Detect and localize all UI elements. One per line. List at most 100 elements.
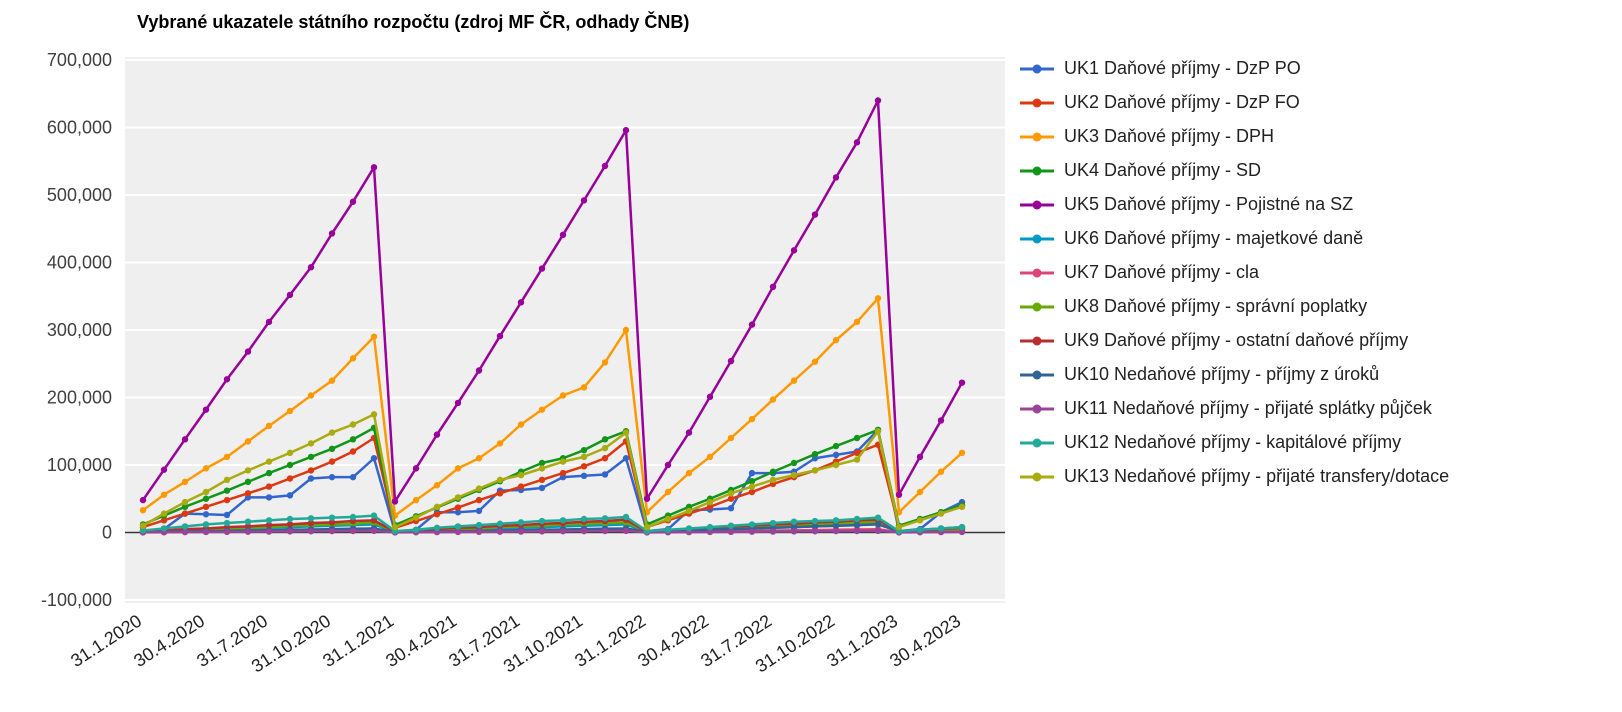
legend-label: UK8 Daňové příjmy - správní poplatky bbox=[1064, 296, 1368, 316]
data-point bbox=[496, 332, 504, 340]
data-point bbox=[307, 475, 315, 482]
data-point bbox=[517, 421, 525, 428]
legend-item: UK1 Daňové příjmy - DzP PO bbox=[1020, 58, 1449, 79]
data-point bbox=[832, 442, 840, 450]
data-point bbox=[391, 523, 399, 531]
data-point bbox=[958, 449, 966, 457]
data-point bbox=[580, 527, 588, 535]
data-point bbox=[874, 521, 882, 528]
data-point bbox=[223, 528, 231, 536]
legend-marker-icon bbox=[1020, 370, 1054, 379]
data-point bbox=[580, 515, 588, 523]
data-point bbox=[790, 528, 798, 535]
data-point bbox=[664, 488, 672, 496]
data-point bbox=[139, 527, 147, 534]
y-tick-label: 300,000 bbox=[47, 320, 112, 340]
data-point bbox=[265, 422, 273, 430]
data-point bbox=[412, 514, 420, 521]
data-point bbox=[580, 384, 588, 391]
data-point bbox=[202, 503, 210, 511]
data-point bbox=[517, 519, 525, 526]
data-point bbox=[433, 524, 441, 531]
data-point bbox=[244, 348, 252, 355]
data-point bbox=[433, 482, 441, 489]
data-point bbox=[622, 326, 630, 334]
data-point bbox=[916, 453, 924, 461]
data-point bbox=[937, 468, 945, 475]
budget-line-chart: 700,000 600,000 500,000 400,000 300,000 200,0… bbox=[41, 50, 1005, 676]
data-point bbox=[286, 407, 294, 415]
data-point bbox=[475, 367, 483, 374]
data-point bbox=[853, 456, 861, 463]
data-point bbox=[265, 494, 273, 501]
data-point bbox=[832, 517, 840, 524]
legend-label: UK1 Daňové příjmy - DzP PO bbox=[1064, 58, 1301, 78]
data-point bbox=[706, 498, 714, 506]
data-point bbox=[202, 406, 210, 413]
data-point bbox=[727, 505, 735, 512]
legend-item: UK9 Daňové příjmy - ostatní daňové příjm… bbox=[1020, 330, 1449, 351]
data-point bbox=[706, 453, 714, 461]
data-point bbox=[223, 511, 231, 519]
data-point bbox=[286, 515, 294, 523]
data-point bbox=[328, 230, 336, 237]
data-point bbox=[160, 466, 168, 473]
data-point bbox=[454, 528, 462, 536]
data-point bbox=[664, 515, 672, 523]
data-point bbox=[328, 429, 336, 436]
legend-item: UK2 Daňové příjmy - DzP FO bbox=[1020, 92, 1449, 113]
data-point bbox=[265, 483, 273, 490]
data-point bbox=[181, 478, 189, 486]
data-point bbox=[895, 523, 903, 531]
data-point bbox=[706, 503, 714, 511]
data-point bbox=[391, 498, 399, 505]
legend-label: UK10 Nedaňové příjmy - příjmy z úroků bbox=[1064, 364, 1380, 384]
data-point bbox=[832, 527, 840, 535]
data-point bbox=[286, 475, 294, 482]
legend-label: UK12 Nedaňové příjmy - kapitálové příjmy bbox=[1064, 432, 1402, 452]
data-point bbox=[202, 465, 210, 472]
data-point bbox=[874, 295, 882, 302]
data-point bbox=[727, 357, 735, 365]
data-point bbox=[685, 469, 693, 477]
data-point bbox=[832, 174, 840, 181]
data-point bbox=[874, 97, 882, 104]
data-point bbox=[811, 467, 819, 474]
data-point bbox=[349, 448, 357, 455]
data-point bbox=[328, 473, 336, 481]
data-point bbox=[874, 514, 882, 521]
legend-marker-icon bbox=[1020, 336, 1054, 345]
data-point bbox=[664, 461, 672, 469]
data-point bbox=[307, 519, 315, 527]
series-line bbox=[142, 413, 963, 529]
data-point bbox=[769, 468, 777, 475]
legend-item: UK13 Nedaňové příjmy - přijaté transfery… bbox=[1020, 466, 1449, 487]
data-point bbox=[160, 517, 168, 524]
legend-label: UK6 Daňové příjmy - majetkové daně bbox=[1064, 228, 1364, 248]
data-point bbox=[748, 483, 756, 490]
data-point bbox=[181, 528, 189, 536]
legend-label: UK11 Nedaňové příjmy - přijaté splátky p… bbox=[1064, 398, 1432, 418]
data-point bbox=[622, 429, 630, 436]
legend-marker-icon bbox=[1020, 200, 1054, 209]
data-point bbox=[643, 495, 651, 502]
data-point bbox=[349, 473, 357, 481]
data-point bbox=[265, 528, 273, 535]
data-point bbox=[853, 139, 861, 146]
data-point bbox=[202, 521, 210, 528]
data-point bbox=[769, 528, 777, 535]
data-point bbox=[265, 458, 273, 465]
data-point bbox=[223, 453, 231, 461]
data-point bbox=[601, 515, 609, 522]
data-point bbox=[307, 453, 315, 461]
data-point bbox=[811, 517, 819, 525]
data-point bbox=[328, 527, 336, 535]
data-point bbox=[559, 528, 567, 535]
data-point bbox=[769, 396, 777, 403]
data-point bbox=[916, 517, 924, 524]
data-point bbox=[265, 521, 273, 529]
data-point bbox=[853, 527, 861, 535]
data-point bbox=[916, 526, 924, 533]
data-point bbox=[769, 476, 777, 484]
data-point bbox=[706, 523, 714, 531]
